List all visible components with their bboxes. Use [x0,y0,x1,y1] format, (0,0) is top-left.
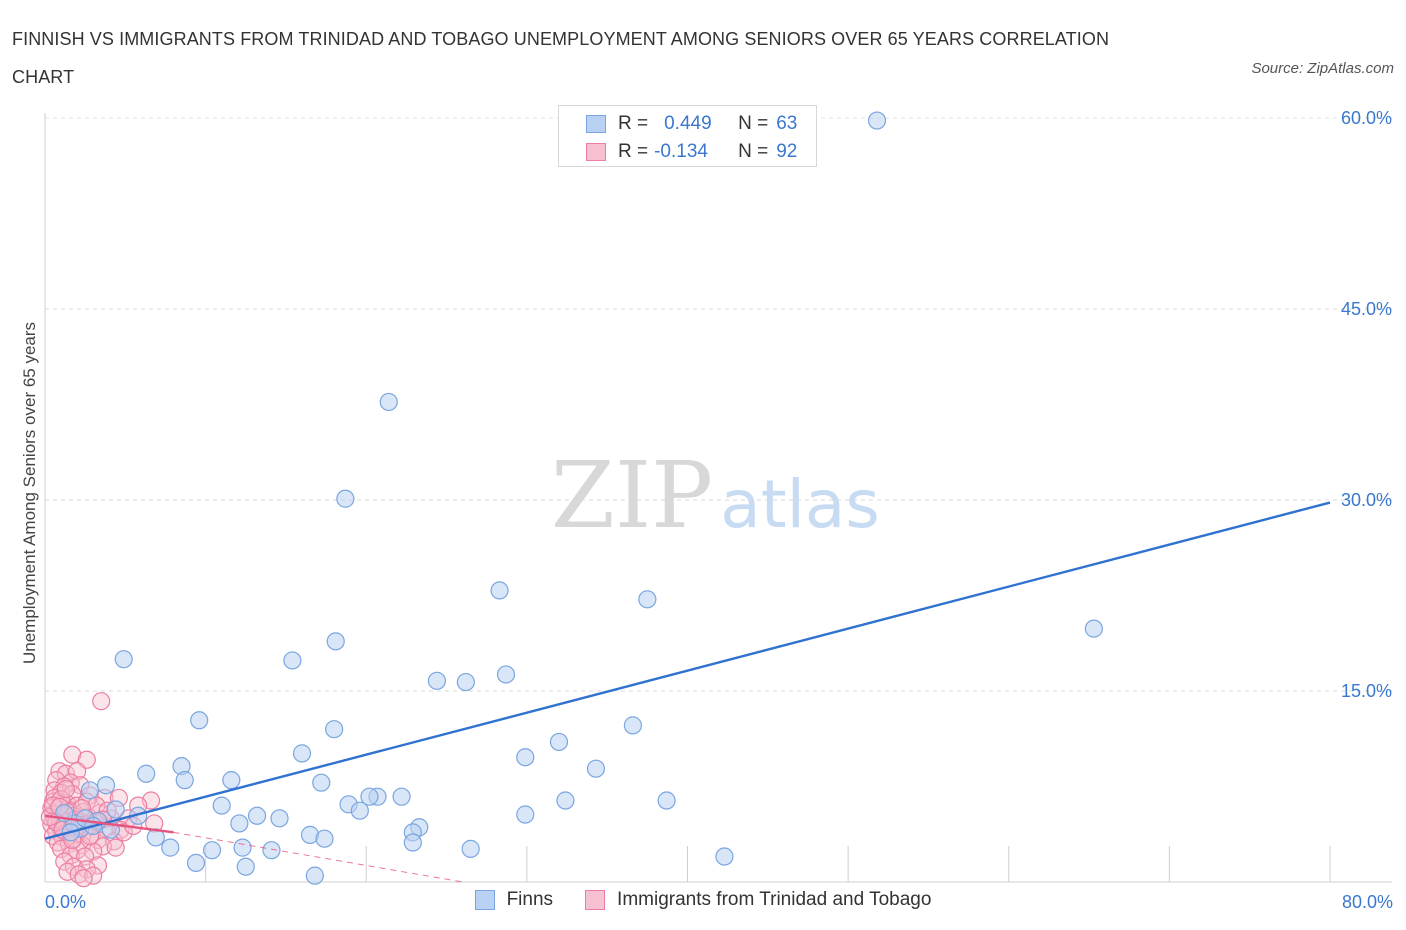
finns-point [350,801,369,820]
finns-point [715,847,734,866]
y-axis-label: Unemployment Among Seniors over 65 years [20,322,39,664]
finns-point [106,800,125,819]
finns-point [96,776,116,795]
trinidad-point [68,762,87,781]
finns-point [190,711,209,730]
trinidad-point [106,838,125,857]
finns-point [623,716,642,735]
tick-labels: 15.0% 30.0% 45.0% 60.0% 0.0% 80.0% [45,108,1393,912]
legend-finns-swatch [474,890,495,910]
trendlines [44,501,1331,883]
legend-item-finns: Finns [474,889,554,911]
finns-point [283,651,302,670]
legend-trinidad-swatch [585,890,606,910]
finns-point [638,590,657,609]
finns-point [292,744,312,763]
finns-point [312,773,331,792]
y-tick-label: 45.0% [1341,299,1392,319]
finns-point [461,839,480,858]
trinidad-n-label: N = [738,141,769,162]
trinidad-point [74,869,93,888]
trinidad-swatch [586,143,606,161]
legend-trinidad-label: Immigrants from Trinidad and Tobago [617,889,932,910]
y-tick-label: 30.0% [1341,490,1392,510]
finns-point [236,857,255,876]
finns-point [186,853,206,873]
finns-point [360,787,379,806]
trinidad-point [88,856,108,875]
finns-r-label: R = [618,113,649,134]
stats-legend: R = 0.449 N = 63 R = -0.134 N = 92 [558,105,817,167]
x-tick-label-min: 0.0% [45,892,86,912]
trinidad-point [55,852,74,871]
finns-point [202,841,222,860]
finns-point [1084,619,1103,638]
finns-point [222,771,241,790]
finns-point [516,805,535,824]
finns-point [392,787,411,806]
trinidad-point [58,862,77,881]
legend-row-trinidad: R = -0.134 N = 92 [559,138,797,166]
finns-point [315,829,334,848]
trinidad-trendline [44,814,174,834]
finns-point [262,841,281,860]
trinidad-n-value: 92 [776,141,798,162]
gridlines [45,117,1392,692]
chart-title: FINNISH VS IMMIGRANTS FROM TRINIDAD AND … [12,29,1110,87]
finns-point [325,720,344,739]
watermark: ZIP atlas [551,442,880,549]
trinidad-trendline [173,831,463,883]
finns-n-value: 63 [776,113,798,134]
finns-point [379,392,398,412]
trinidad-point [63,745,82,764]
finns-trendline [44,501,1331,840]
finns-point [212,796,231,815]
finns-point [114,650,133,669]
finns-point [586,759,606,778]
finns-point [230,814,249,833]
legend-row-finns: R = 0.449 N = 63 [559,110,797,138]
finns-point [867,111,887,130]
finns-n-label: N = [738,113,769,134]
source-credit: Source: ZipAtlas.com [1251,60,1394,77]
finns-point [247,806,267,825]
series-legend: Finns Immigrants from Trinidad and Tobag… [0,889,1406,911]
finns-point [549,732,569,752]
trinidad-r-value: -0.134 [654,141,708,162]
finns-point [456,672,475,692]
trinidad-r-label: R = [618,141,649,162]
finns-point [496,665,516,684]
x-tick-label-max: 80.0% [1342,892,1393,912]
finns-point [516,748,535,767]
finns-point [233,838,252,857]
finns-point [270,809,289,828]
finns-point [657,791,676,810]
axes [44,113,1392,883]
finns-point [336,489,355,508]
finns-r-value: 0.449 [664,113,712,134]
finns-point [556,791,575,810]
y-tick-label: 15.0% [1341,681,1392,701]
finns-point [305,866,324,885]
finns-point [161,838,180,857]
finns-point [80,781,100,800]
finns-point [427,671,447,690]
finns-point [175,771,194,790]
finns-point [490,581,509,600]
y-tick-label: 60.0% [1341,108,1392,128]
legend-finns-label: Finns [506,889,554,910]
finns-point [403,833,422,852]
legend-item-trinidad: Immigrants from Trinidad and Tobago [585,889,931,911]
trinidad-point [56,779,75,799]
watermark-atlas: atlas [720,466,880,543]
watermark-zip: ZIP [551,442,713,549]
finns-swatch [586,115,606,133]
trinidad-point [93,837,112,856]
trinidad-point [92,692,111,711]
finns-point [137,764,156,783]
finns-point [326,632,345,651]
